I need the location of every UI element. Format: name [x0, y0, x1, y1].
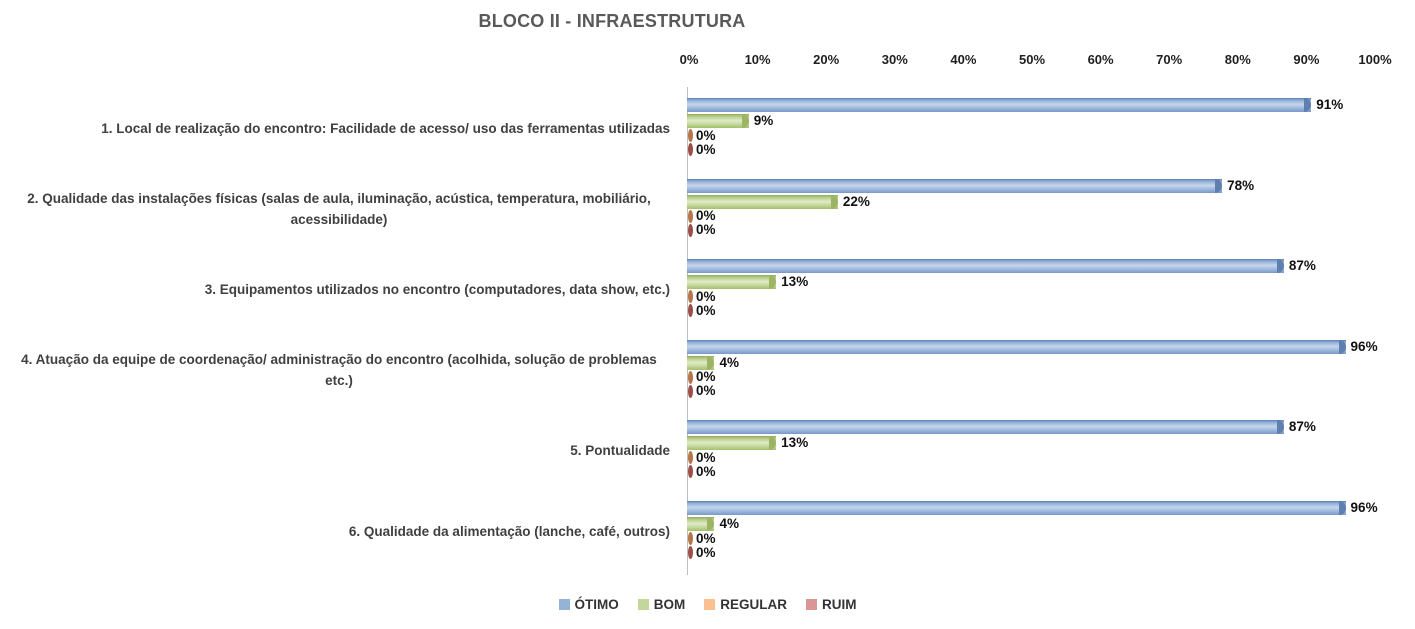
x-axis-tick-label: 20% — [813, 52, 840, 67]
legend-label: REGULAR — [720, 597, 787, 612]
bar-end-cap — [1304, 98, 1312, 112]
legend-swatch — [558, 599, 570, 610]
bar-end-cap — [1215, 178, 1223, 193]
value-label: 0% — [696, 141, 716, 157]
value-label: 0% — [696, 463, 716, 479]
x-axis-tick-label: 80% — [1224, 52, 1251, 67]
value-label: 96% — [1350, 500, 1378, 515]
bar-ruim-zero — [688, 465, 693, 479]
legend-swatch — [704, 599, 716, 610]
category-label: 4. Atuação da equipe de coordenação/ adm… — [8, 330, 670, 411]
value-label: 9% — [753, 113, 774, 128]
bar-end-cap — [707, 355, 715, 370]
legend: ÓTIMO BOM REGULAR RUIM — [0, 597, 1415, 612]
legend-swatch — [637, 599, 649, 610]
bar-end-cap — [741, 114, 749, 128]
value-label: 13% — [781, 274, 809, 290]
bar-end-cap — [1338, 501, 1346, 515]
x-axis-tick-label: 60% — [1087, 52, 1114, 67]
bar-ruim-zero — [688, 143, 693, 156]
x-axis-tick-label: 10% — [744, 52, 771, 67]
x-axis-tick-label: 40% — [950, 52, 977, 67]
bar-ruim-zero — [688, 223, 693, 237]
category-label-text: 3. Equipamentos utilizados no encontro (… — [204, 281, 670, 297]
value-label: 4% — [719, 354, 739, 370]
category-label: 2. Qualidade das instalações físicas (sa… — [8, 169, 670, 250]
bar-otimo — [687, 501, 1346, 515]
legend-item-ruim: RUIM — [806, 597, 857, 612]
bar-end-cap — [1338, 339, 1346, 354]
bar-end-cap — [707, 517, 715, 531]
legend-item-bom: BOM — [637, 597, 686, 612]
category-label-text: 2. Qualidade das instalações físicas (sa… — [27, 190, 651, 227]
category-label-text: 6. Qualidade da alimentação (lanche, caf… — [348, 523, 670, 539]
category-label: 3. Equipamentos utilizados no encontro (… — [8, 249, 670, 330]
category-label: 5. Pontualidade — [8, 410, 670, 491]
bar-otimo — [687, 420, 1284, 435]
value-label: 0% — [696, 222, 716, 238]
bar-regular-zero — [688, 451, 693, 465]
value-label: 22% — [842, 193, 870, 209]
bar-bom — [687, 275, 777, 290]
value-label: 0% — [696, 449, 716, 465]
x-axis-tick-label: 70% — [1156, 52, 1183, 67]
legend-label: RUIM — [822, 597, 857, 612]
value-label: 0% — [696, 127, 716, 143]
bar-bom — [687, 114, 749, 128]
category-label: 6. Qualidade da alimentação (lanche, caf… — [8, 491, 670, 572]
bar-regular-zero — [688, 129, 693, 142]
category-label-text: 4. Atuação da equipe de coordenação/ adm… — [21, 352, 657, 389]
category-label-text: 1. Local de realização do encontro: Faci… — [101, 120, 670, 136]
bar-otimo — [687, 98, 1312, 112]
legend-label: BOM — [653, 597, 686, 612]
bar-ruim-zero — [688, 546, 693, 559]
value-label: 0% — [696, 208, 716, 224]
value-label: 0% — [696, 288, 716, 304]
value-label: 78% — [1227, 177, 1255, 193]
value-label: 96% — [1350, 338, 1378, 354]
x-axis-tick-label: 30% — [881, 52, 908, 67]
bar-bom — [687, 517, 715, 531]
bar-regular-zero — [688, 532, 693, 545]
x-axis-tick-label: 50% — [1018, 52, 1046, 67]
bar-end-cap — [1276, 420, 1284, 435]
value-label: 4% — [719, 516, 739, 531]
x-axis-tick-label: 0% — [679, 52, 699, 67]
bar-ruim-zero — [688, 304, 693, 318]
value-label: 87% — [1288, 258, 1316, 274]
bar-otimo — [687, 259, 1284, 274]
bar-end-cap — [769, 275, 777, 290]
bar-bom — [687, 355, 715, 370]
legend-label: ÓTIMO — [574, 597, 619, 612]
legend-item-regular: REGULAR — [704, 597, 787, 612]
bar-otimo — [687, 178, 1223, 193]
value-label: 0% — [696, 369, 716, 385]
legend-item-otimo: ÓTIMO — [558, 597, 619, 612]
bar-regular-zero — [688, 290, 693, 304]
bar-end-cap — [1276, 259, 1284, 274]
category-label-text: 5. Pontualidade — [570, 443, 670, 459]
value-label: 0% — [696, 544, 716, 560]
bar-end-cap — [769, 436, 777, 451]
bar-regular-zero — [688, 209, 693, 223]
category-axis-line — [687, 87, 688, 575]
value-label: 13% — [781, 435, 809, 451]
chart-title: BLOCO II - INFRAESTRUTURA — [478, 11, 746, 31]
bar-regular-zero — [688, 370, 693, 384]
value-label: 87% — [1288, 419, 1316, 435]
bar-end-cap — [830, 194, 838, 209]
bar-bom — [687, 436, 777, 451]
bar-ruim-zero — [688, 384, 693, 398]
value-label: 0% — [696, 530, 716, 546]
x-axis-tick-label: 100% — [1358, 52, 1392, 67]
bar-otimo — [687, 339, 1346, 354]
x-axis-tick-label: 90% — [1293, 52, 1320, 67]
bar-bom — [687, 194, 838, 209]
legend-swatch — [806, 599, 817, 610]
category-label: 1. Local de realização do encontro: Faci… — [8, 88, 670, 169]
value-label: 0% — [696, 302, 716, 318]
value-label: 91% — [1316, 97, 1344, 112]
value-label: 0% — [696, 383, 716, 399]
